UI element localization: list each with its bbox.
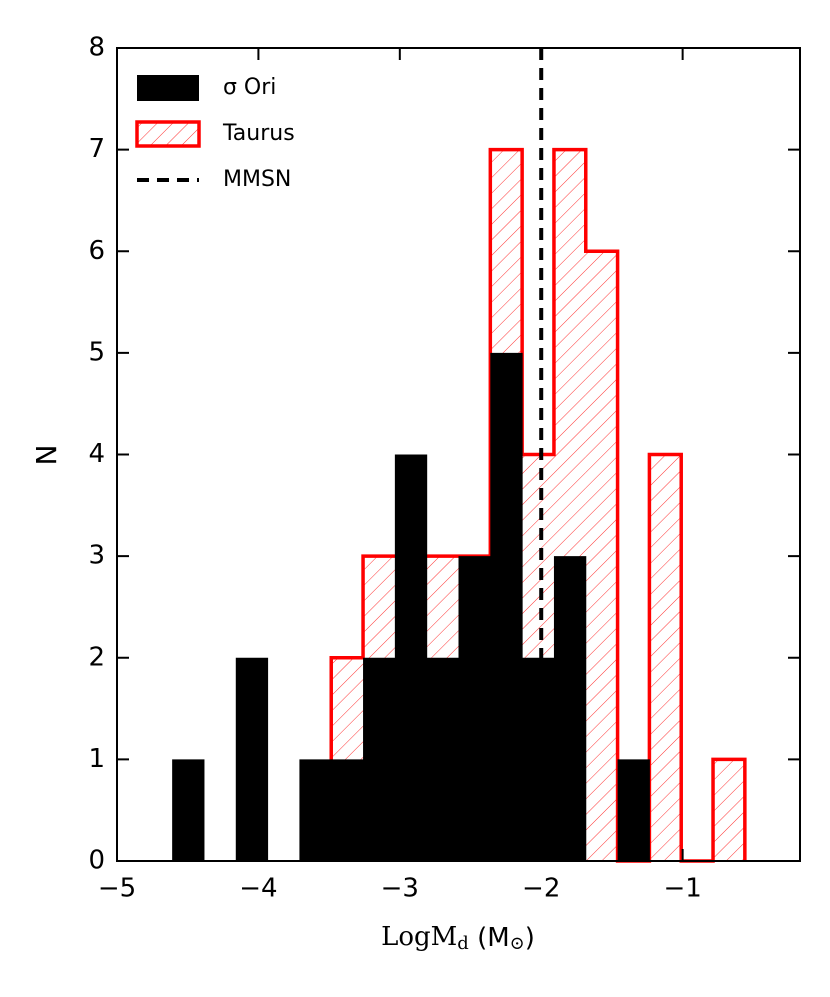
hist-bar (490, 352, 523, 861)
y-tick-label: 8 (88, 33, 105, 63)
y-tick-label: 2 (88, 642, 105, 672)
hist-bar (649, 454, 682, 861)
hist-bar (553, 556, 587, 861)
hist-bar (299, 759, 332, 861)
legend-swatch (135, 120, 201, 148)
x-label-subscript: ⊙ (510, 933, 525, 954)
x-tick-label: −3 (381, 874, 419, 904)
hist-bar (458, 556, 491, 861)
hist-bar (235, 657, 269, 861)
x-tick-label: −5 (98, 874, 136, 904)
x-tick-label: −1 (663, 874, 701, 904)
y-tick-label: 5 (88, 337, 105, 367)
x-label-subscript: d (457, 933, 469, 954)
hist-bar (172, 759, 205, 861)
legend-swatch (137, 75, 199, 101)
y-tick-label: 7 (88, 134, 105, 164)
hist-bar (617, 759, 650, 861)
hist-bar (522, 657, 555, 861)
hist-bar (713, 759, 745, 861)
hist-bar (331, 759, 364, 861)
hist-bar (394, 454, 428, 861)
hist-bar (426, 657, 459, 861)
y-tick-label: 1 (88, 744, 105, 774)
x-axis-label: LogMd (M⊙) (381, 922, 535, 954)
y-tick-label: 4 (88, 439, 105, 469)
hist-bar (585, 251, 618, 861)
legend-label: Taurus (222, 121, 295, 146)
x-label-part: LogM (381, 922, 457, 952)
plot-marks (117, 48, 747, 863)
y-tick-label: 3 (88, 541, 105, 571)
y-axis-label: N (30, 445, 63, 466)
legend-label: MMSN (223, 167, 291, 192)
legend-label: σ Ori (223, 75, 276, 100)
x-label-part: (M (469, 923, 510, 953)
hist-bar (363, 657, 396, 861)
y-tick-label: 6 (88, 236, 105, 266)
x-label-part: ) (525, 923, 535, 953)
x-tick-label: −2 (522, 874, 560, 904)
y-tick-label: 0 (88, 846, 105, 876)
x-tick-label: −4 (239, 874, 277, 904)
